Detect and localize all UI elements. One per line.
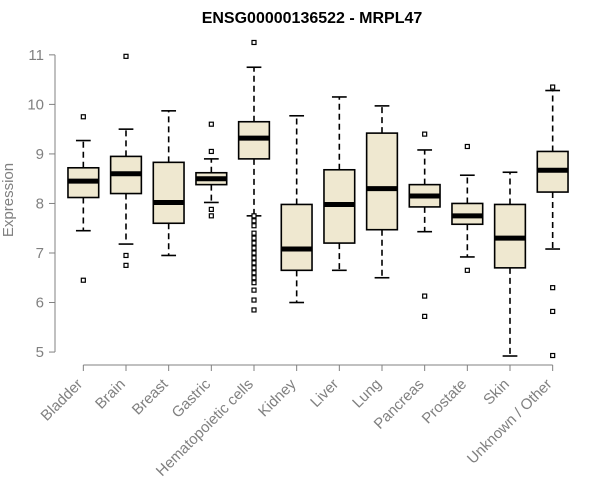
outlier-point — [464, 267, 470, 273]
outlier-point — [251, 235, 257, 241]
outlier-point — [80, 114, 86, 120]
box-group — [536, 84, 569, 359]
chart-title: ENSG00000136522 - MRPL47 — [202, 10, 423, 27]
outlier-point — [251, 223, 257, 229]
outlier-point — [251, 213, 257, 219]
outlier-point — [123, 262, 129, 268]
outlier-point — [208, 206, 214, 212]
outlier-point — [251, 255, 257, 261]
box-group — [323, 96, 356, 272]
outlier-point — [251, 230, 257, 236]
outlier-point — [251, 270, 257, 276]
box-group — [67, 114, 100, 283]
y-tick-label: 5 — [36, 344, 44, 361]
y-tick-label: 6 — [36, 295, 44, 312]
y-tick-label: 8 — [36, 195, 44, 212]
outlier-point — [550, 352, 556, 359]
box-group — [195, 121, 228, 219]
outlier-point — [251, 39, 257, 46]
boxes — [67, 39, 569, 359]
box — [152, 161, 185, 225]
x-tick-label: Skin — [480, 376, 513, 409]
outlier-point — [251, 275, 257, 281]
outlier-point — [550, 308, 556, 315]
outlier-point — [422, 131, 428, 137]
box-group — [152, 110, 185, 257]
outlier-point — [208, 213, 214, 219]
box-group — [109, 53, 143, 268]
x-tick-label: Kidney — [255, 375, 300, 420]
outlier-point — [251, 240, 257, 246]
x-tick-label: Liver — [307, 376, 342, 411]
outlier-point — [80, 277, 86, 283]
outlier-point — [251, 245, 257, 251]
x-tick-label: Lung — [349, 376, 385, 412]
y-tick-label: 9 — [36, 146, 44, 163]
box — [280, 203, 313, 272]
outlier-point — [123, 252, 129, 259]
outlier-point — [422, 293, 428, 299]
outlier-point — [251, 250, 257, 256]
outlier-point — [550, 285, 556, 291]
outlier-point — [251, 218, 257, 224]
box-group — [280, 114, 313, 304]
x-tick-label: Prostate — [419, 376, 471, 428]
outlier-point — [550, 84, 556, 90]
outlier-point — [123, 53, 129, 59]
box-group — [408, 131, 441, 319]
box-group — [451, 143, 484, 273]
box — [365, 132, 399, 231]
box-group — [493, 171, 527, 357]
outlier-point — [251, 307, 257, 313]
y-tick-label: 10 — [27, 96, 44, 113]
y-tick-label: 11 — [28, 47, 44, 64]
outlier-point — [251, 260, 257, 266]
y-tick-label: 7 — [36, 245, 44, 262]
x-tick-label: Brain — [92, 376, 129, 413]
outlier-point — [251, 280, 257, 286]
x-tick-label: Bladder — [38, 376, 87, 425]
box-group — [237, 39, 271, 313]
x-tick-label: Breast — [129, 375, 172, 418]
y-axis: 5 6 7 8 9 10 11 — [27, 47, 56, 361]
outlier-point — [208, 148, 214, 155]
outlier-point — [208, 121, 214, 127]
outlier-point — [251, 287, 257, 293]
outlier-point — [251, 265, 257, 271]
outlier-point — [251, 297, 257, 303]
box-group — [365, 105, 399, 279]
y-axis-label: Expression — [0, 163, 17, 237]
outlier-point — [464, 143, 470, 150]
outlier-point — [422, 313, 428, 319]
